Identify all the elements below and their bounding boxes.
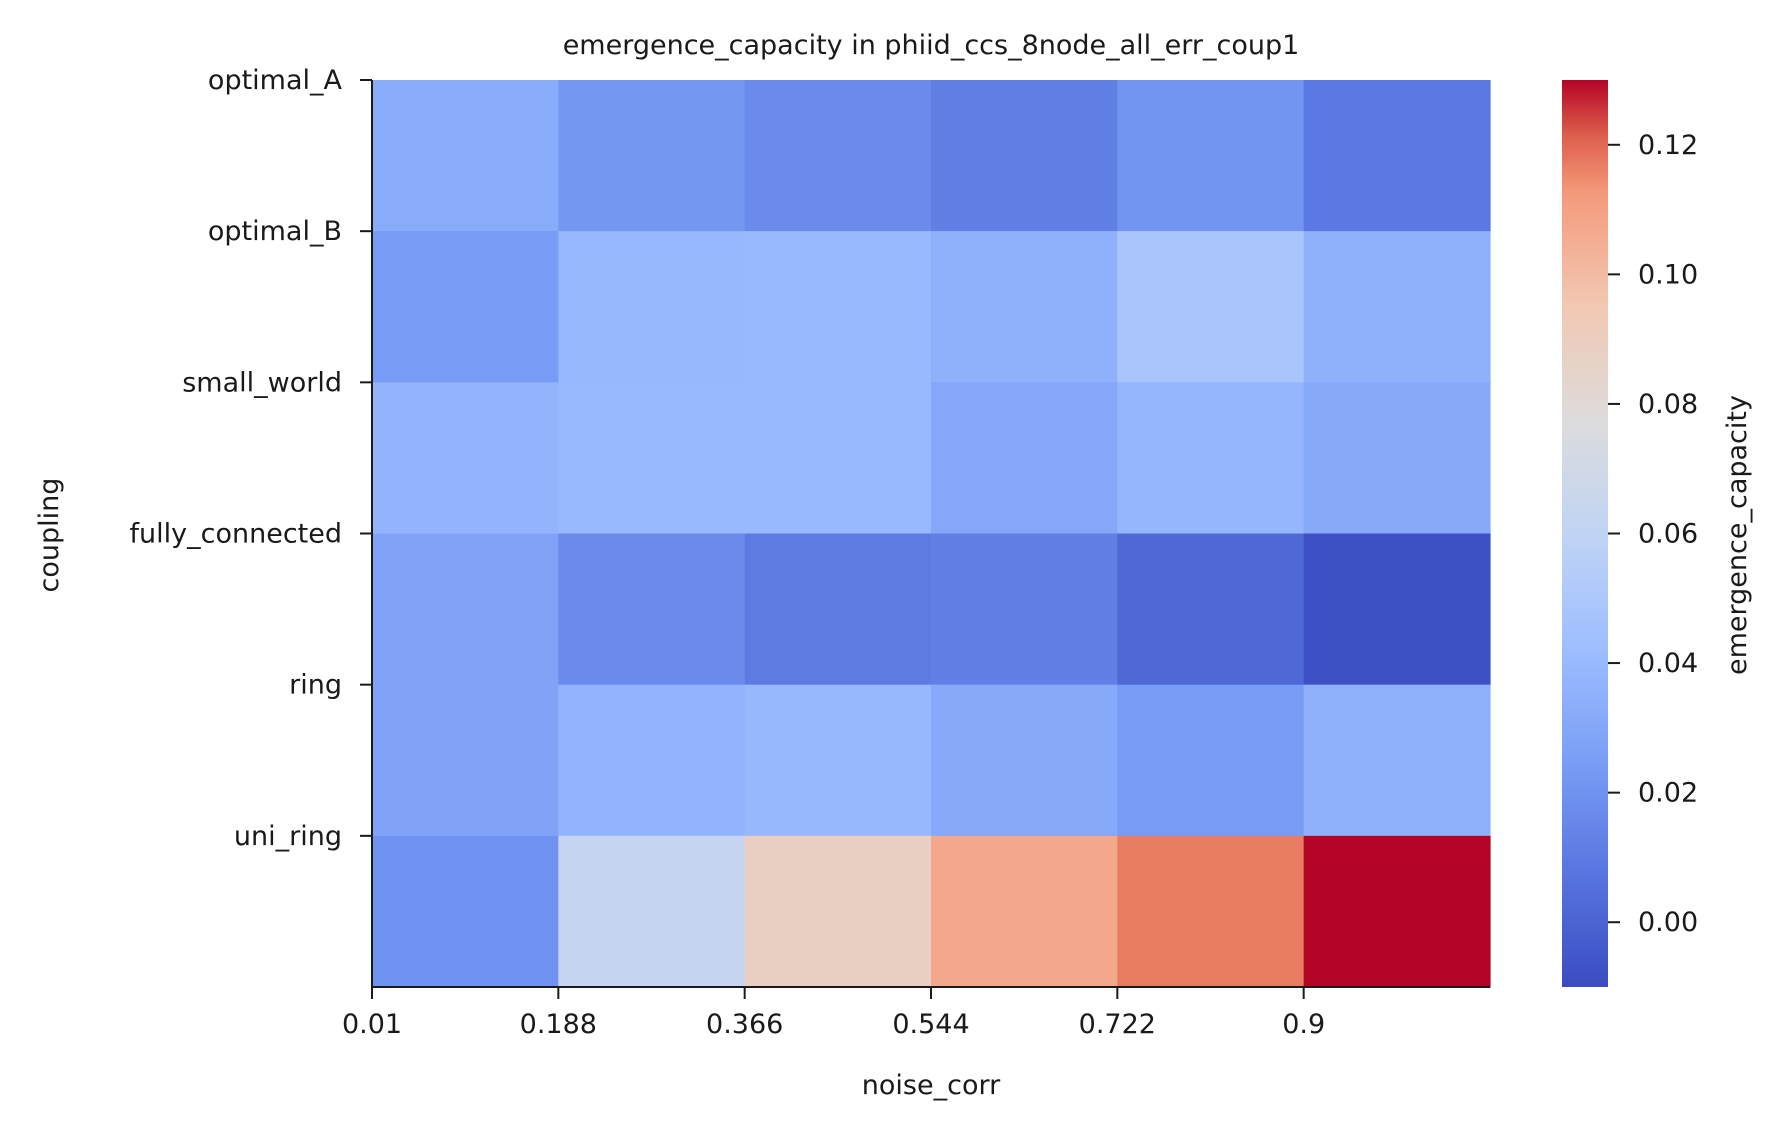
heatmap-cell xyxy=(1117,835,1305,988)
x-tick-label: 0.01 xyxy=(342,1009,402,1040)
y-tick-label: fully_connected xyxy=(130,519,342,550)
heatmap-cell xyxy=(744,684,932,837)
heatmap-cell xyxy=(1117,80,1305,232)
colorbar-label: emergence_capacity xyxy=(1722,395,1753,675)
x-tick-label: 0.366 xyxy=(706,1009,783,1040)
heatmap-cell xyxy=(931,382,1118,535)
heatmap-cell xyxy=(558,533,746,686)
colorbar-tick-label: 0.02 xyxy=(1638,778,1698,809)
heatmap-cell xyxy=(372,684,559,837)
heatmap-cell xyxy=(744,382,932,535)
y-axis-label: coupling xyxy=(34,478,65,593)
heatmap-cell xyxy=(1117,684,1305,837)
heatmap-cell xyxy=(1303,533,1491,686)
heatmap-cell xyxy=(1303,80,1491,232)
heatmap-cell xyxy=(744,231,932,383)
heatmap-cell xyxy=(931,80,1118,232)
heatmap-cell xyxy=(1303,684,1491,837)
heatmap-cells xyxy=(372,80,1491,988)
heatmap-cell xyxy=(931,835,1118,988)
heatmap-cell xyxy=(744,835,932,988)
colorbar-tick-label: 0.00 xyxy=(1638,907,1698,938)
heatmap-cell xyxy=(558,684,746,837)
y-tick-label: optimal_B xyxy=(208,216,342,247)
heatmap-cell xyxy=(1303,382,1491,535)
heatmap-cell xyxy=(931,231,1118,383)
x-tick-label: 0.722 xyxy=(1079,1009,1156,1040)
heatmap-cell xyxy=(372,80,559,232)
heatmap-cell xyxy=(744,80,932,232)
colorbar-tick-label: 0.04 xyxy=(1638,648,1698,679)
colorbar xyxy=(1562,80,1608,987)
colorbar-ticks: 0.00 0.02 0.04 0.06 0.08 0.10 0.12 xyxy=(1608,130,1698,938)
colorbar-tick-label: 0.10 xyxy=(1638,259,1698,290)
y-tick-label: small_world xyxy=(182,367,342,398)
colorbar-tick-label: 0.08 xyxy=(1638,389,1698,420)
heatmap-cell xyxy=(744,533,932,686)
heatmap-cell xyxy=(1303,231,1491,383)
heatmap-cell xyxy=(1117,533,1305,686)
heatmap-cell xyxy=(372,231,559,383)
heatmap-cell xyxy=(1117,231,1305,383)
chart-title: emergence_capacity in phiid_ccs_8node_al… xyxy=(563,30,1300,61)
x-tick-label: 0.9 xyxy=(1282,1009,1325,1040)
x-axis-label: noise_corr xyxy=(862,1070,1001,1101)
heatmap-cell xyxy=(372,382,559,535)
colorbar-tick-label: 0.06 xyxy=(1638,519,1698,550)
x-axis: 0.01 0.188 0.366 0.544 0.722 0.9 xyxy=(342,986,1490,1040)
heatmap-cell xyxy=(558,231,746,383)
x-tick-label: 0.188 xyxy=(520,1009,597,1040)
y-tick-label: optimal_A xyxy=(208,65,343,96)
heatmap-cell xyxy=(931,533,1118,686)
heatmap-cell xyxy=(372,835,559,988)
heatmap-cell xyxy=(372,533,559,686)
colorbar-tick-label: 0.12 xyxy=(1638,130,1698,161)
heatmap-cell xyxy=(1117,382,1305,535)
y-axis: optimal_A optimal_B small_world fully_conne… xyxy=(130,65,373,987)
heatmap-cell xyxy=(558,80,746,232)
y-tick-label: uni_ring xyxy=(234,821,342,852)
y-tick-label: ring xyxy=(289,670,342,701)
heatmap-cell xyxy=(1303,835,1491,988)
heatmap-cell xyxy=(558,382,746,535)
heatmap-cell xyxy=(558,835,746,988)
heatmap-cell xyxy=(931,684,1118,837)
x-tick-label: 0.544 xyxy=(892,1009,969,1040)
